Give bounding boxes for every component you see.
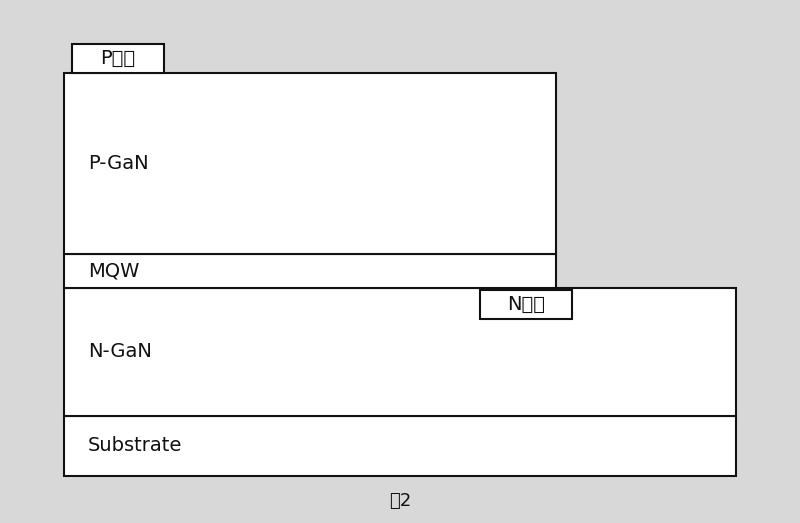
Text: N电极: N电极 [507,295,545,314]
Bar [64,254,556,288]
Bar [480,290,572,319]
Bar [64,73,556,254]
Bar [72,44,164,73]
Bar [64,288,736,416]
Text: MQW: MQW [88,261,139,280]
Text: P-GaN: P-GaN [88,154,149,173]
Text: P电极: P电极 [101,49,135,69]
Text: Substrate: Substrate [88,436,182,456]
Bar [64,416,736,476]
Text: 图2: 图2 [389,492,411,510]
Text: N-GaN: N-GaN [88,342,152,361]
